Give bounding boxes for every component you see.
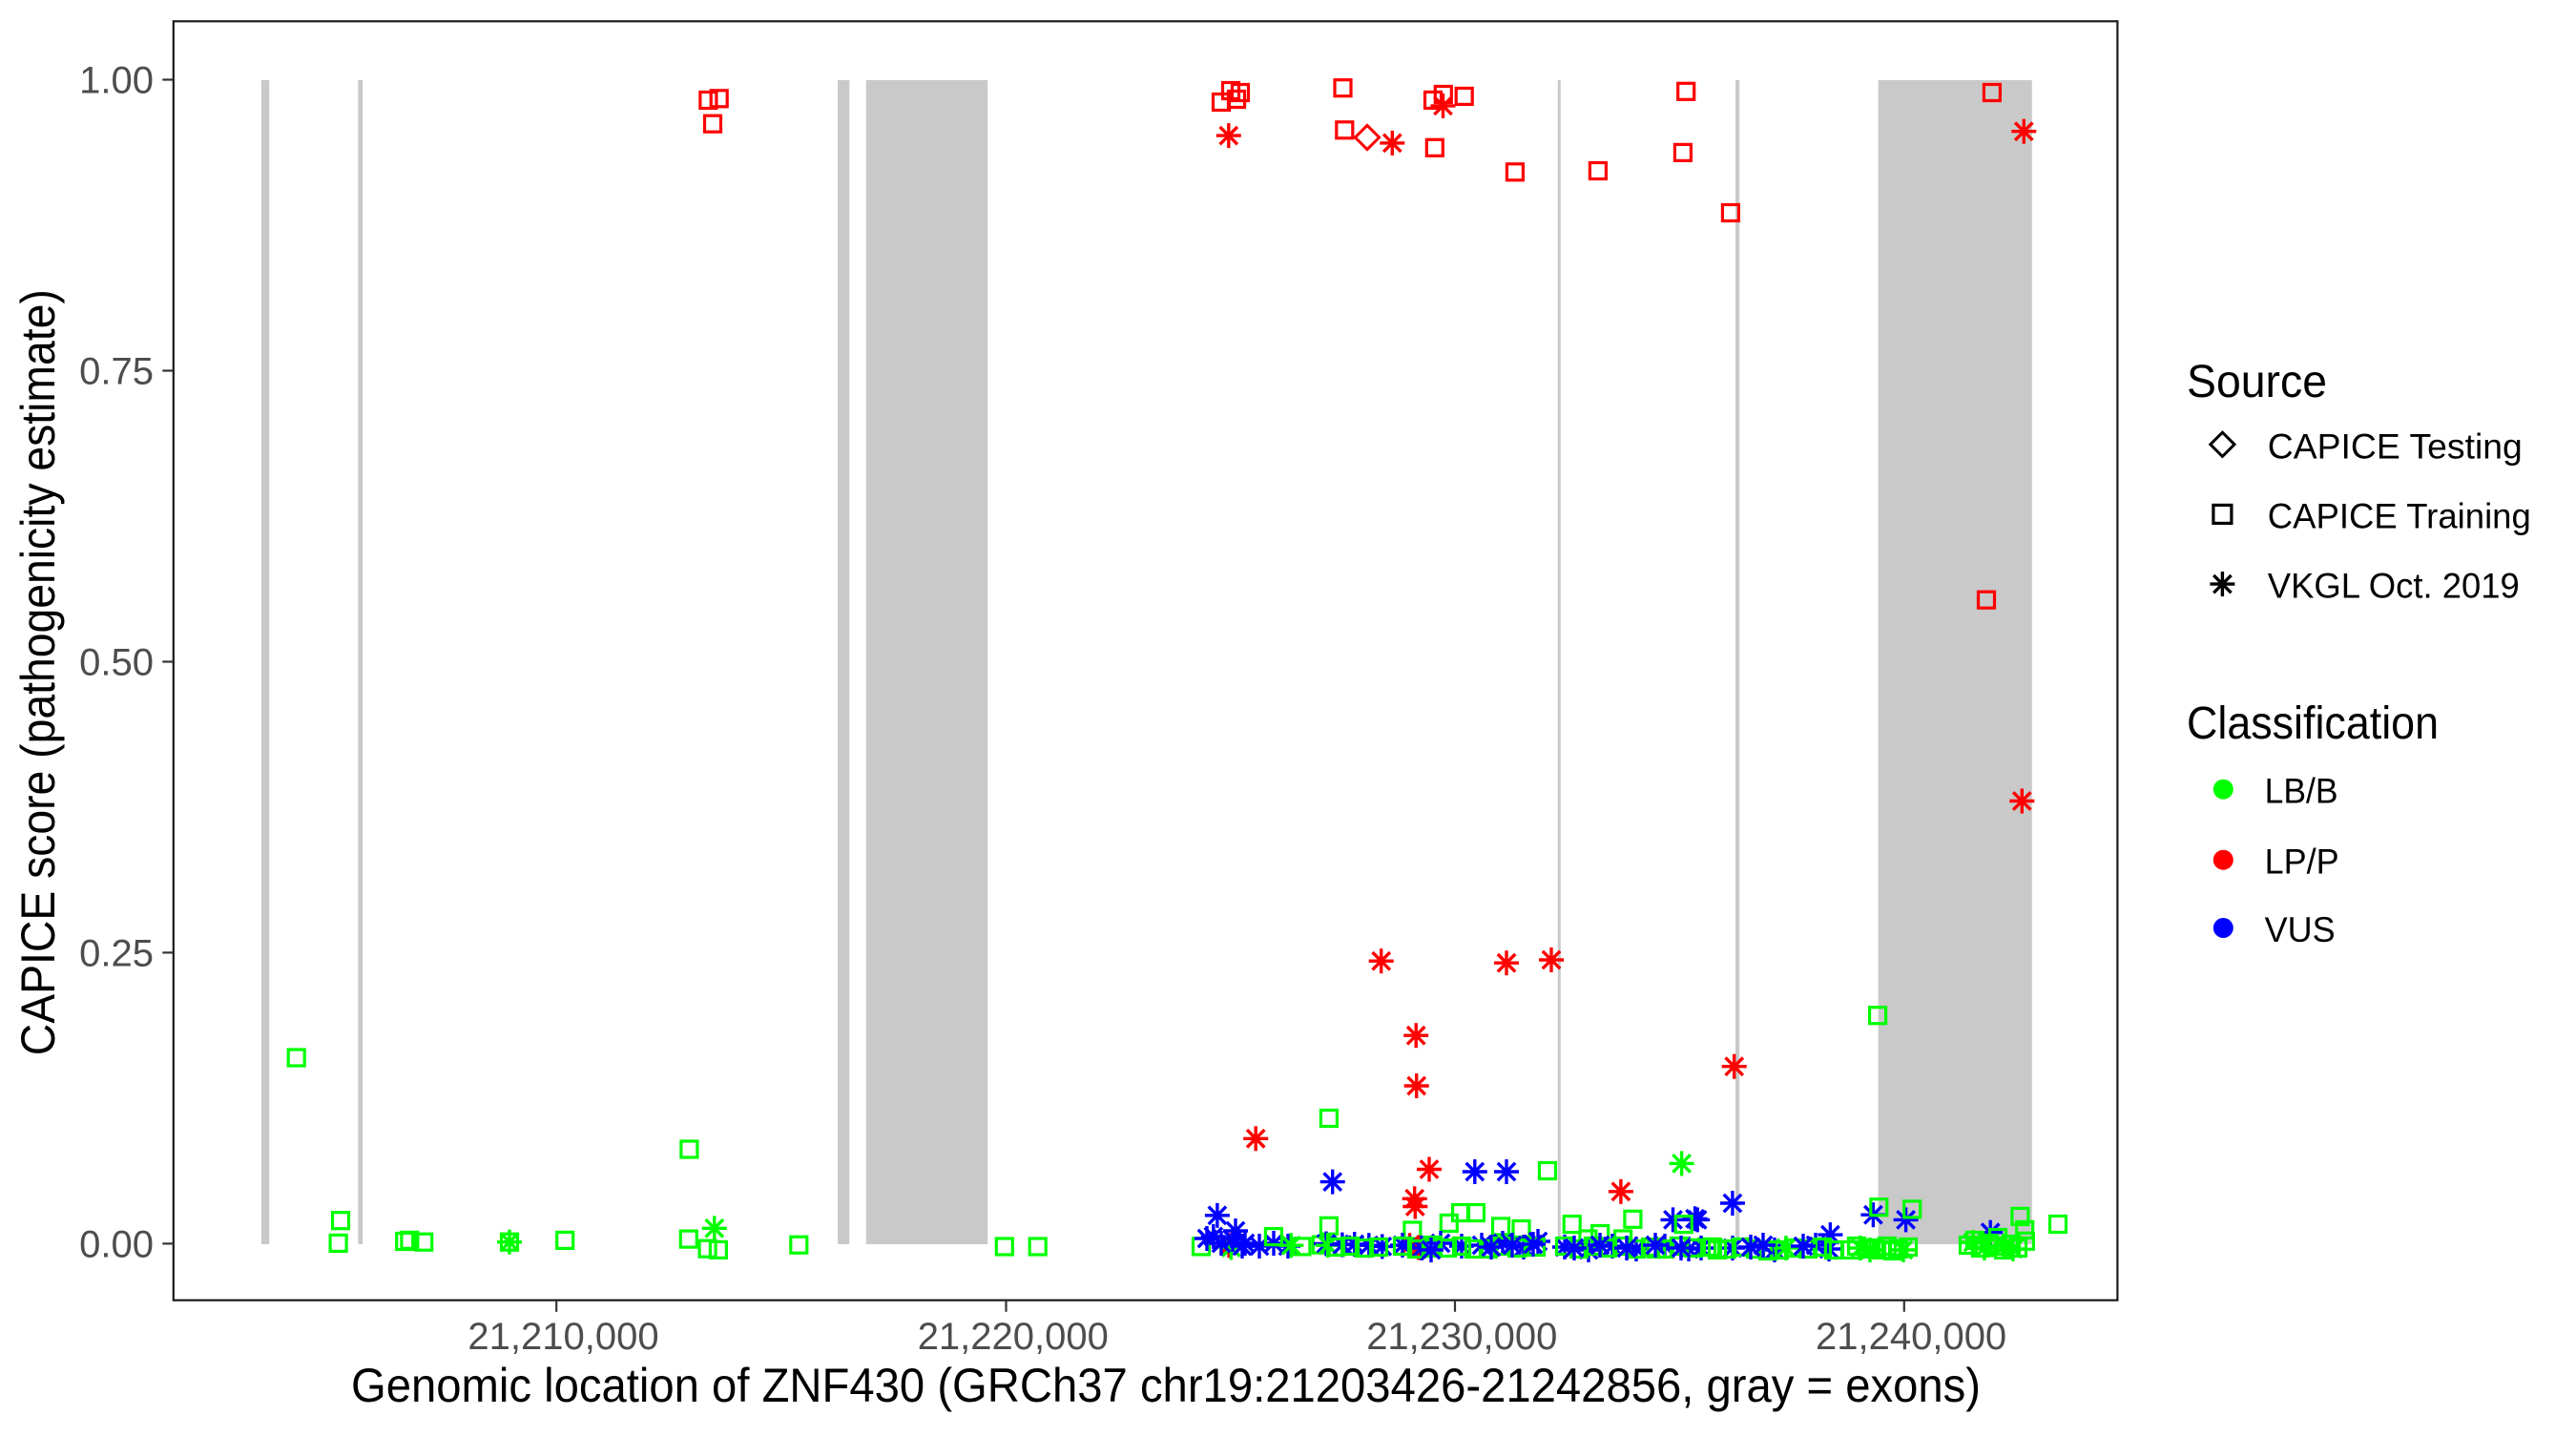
svg-text:21,230,000: 21,230,000 <box>1366 1316 1557 1358</box>
svg-text:Source: Source <box>2187 357 2327 407</box>
svg-text:LB/B: LB/B <box>2265 771 2338 811</box>
svg-text:Classification: Classification <box>2187 698 2439 749</box>
svg-text:CAPICE Testing: CAPICE Testing <box>2268 426 2523 466</box>
svg-text:CAPICE Training: CAPICE Training <box>2268 495 2531 535</box>
svg-text:0.75: 0.75 <box>79 351 154 393</box>
svg-text:1.00: 1.00 <box>79 60 154 102</box>
svg-text:21,210,000: 21,210,000 <box>467 1316 658 1358</box>
svg-text:0.50: 0.50 <box>79 642 154 684</box>
svg-text:21,220,000: 21,220,000 <box>918 1316 1109 1358</box>
svg-text:Genomic location of ZNF430 (GR: Genomic location of ZNF430 (GRCh37 chr19… <box>351 1359 1981 1412</box>
svg-text:VKGL Oct. 2019: VKGL Oct. 2019 <box>2268 566 2520 606</box>
svg-text:21,240,000: 21,240,000 <box>1816 1316 2006 1358</box>
svg-text:LP/P: LP/P <box>2265 842 2339 882</box>
svg-text:0.00: 0.00 <box>79 1223 154 1265</box>
svg-text:0.25: 0.25 <box>79 932 154 974</box>
svg-text:CAPICE score (pathogenicity es: CAPICE score (pathogenicity estimate) <box>11 289 65 1055</box>
svg-text:VUS: VUS <box>2265 909 2336 949</box>
